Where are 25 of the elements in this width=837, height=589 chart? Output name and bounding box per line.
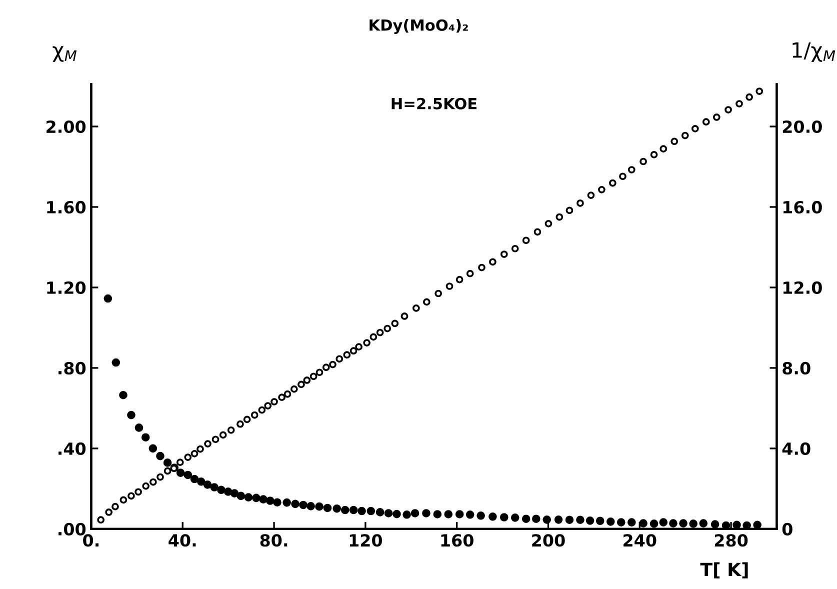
- x-tick-label: 0.: [83, 534, 98, 547]
- y2-tick-label: 16.0: [783, 200, 822, 214]
- x-tick-label: 280: [714, 534, 748, 547]
- x-tick-label: 40.: [168, 534, 196, 547]
- y2-tick-label: 12.0: [783, 281, 822, 294]
- y-tick-label: .40: [58, 442, 86, 456]
- x-axis-title: T[ K]: [700, 562, 748, 578]
- y-tick-label: 1.20: [47, 281, 86, 294]
- y-axis-title: χ$_{M}$: [52, 46, 77, 62]
- y-tick-label: .80: [58, 362, 86, 375]
- x-tick-label: 160: [441, 534, 474, 547]
- y2-axis-title: 1/χ$_{M}$: [792, 42, 836, 62]
- y-tick-label: 2.00: [46, 120, 86, 134]
- x-tick-label: 80.: [260, 534, 288, 547]
- x-tick-label: 200: [532, 534, 565, 547]
- chart-title: KDy(MoO₄)₂: [370, 19, 468, 34]
- y-tick-label: 1.60: [47, 200, 86, 214]
- annotation: H=2.5KOE: [392, 98, 476, 110]
- y-tick-label: .00: [58, 522, 86, 536]
- y2-tick-label: 4.0: [782, 442, 810, 456]
- y2-tick-label: 0: [782, 522, 792, 536]
- x-tick-label: 240: [624, 534, 656, 547]
- x-tick-label: 120: [350, 534, 382, 547]
- y2-tick-label: 8.0: [782, 362, 810, 375]
- y2-tick-label: 20.0: [782, 120, 822, 134]
